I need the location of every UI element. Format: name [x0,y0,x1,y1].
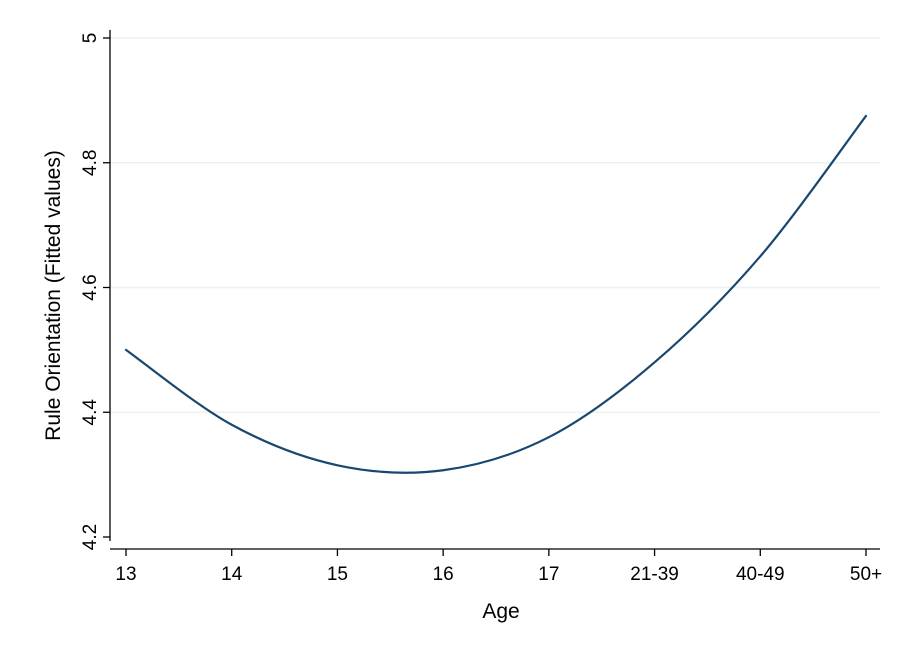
y-tick-label: 4.4 [80,399,101,426]
x-tick-label: 14 [221,564,243,585]
x-tick-label: 15 [327,564,348,585]
x-tick-label: 21-39 [630,564,679,585]
x-axis-title: Age [482,600,519,623]
x-ticks: 13 14 15 16 17 21-39 40-49 50+ [115,549,882,585]
grid-layer [110,37,880,413]
x-tick-label: 17 [538,564,559,585]
y-ticks: 4.2 4.4 4.6 4.8 5 [80,33,110,550]
x-tick-label: 40-49 [736,564,785,585]
y-tick-label: 4.8 [80,150,101,176]
x-tick-label: 16 [433,564,454,585]
series-layer [124,114,868,474]
y-tick-label: 4.2 [80,524,101,550]
x-tick-label: 13 [115,564,136,585]
series-line [124,114,868,474]
x-tick-label: 50+ [850,564,882,585]
y-axis-title: Rule Orientation (Fitted values) [42,150,65,441]
y-tick-label: 5 [80,33,101,44]
y-tick-label: 4.6 [80,274,101,300]
axis-layer [109,30,880,550]
